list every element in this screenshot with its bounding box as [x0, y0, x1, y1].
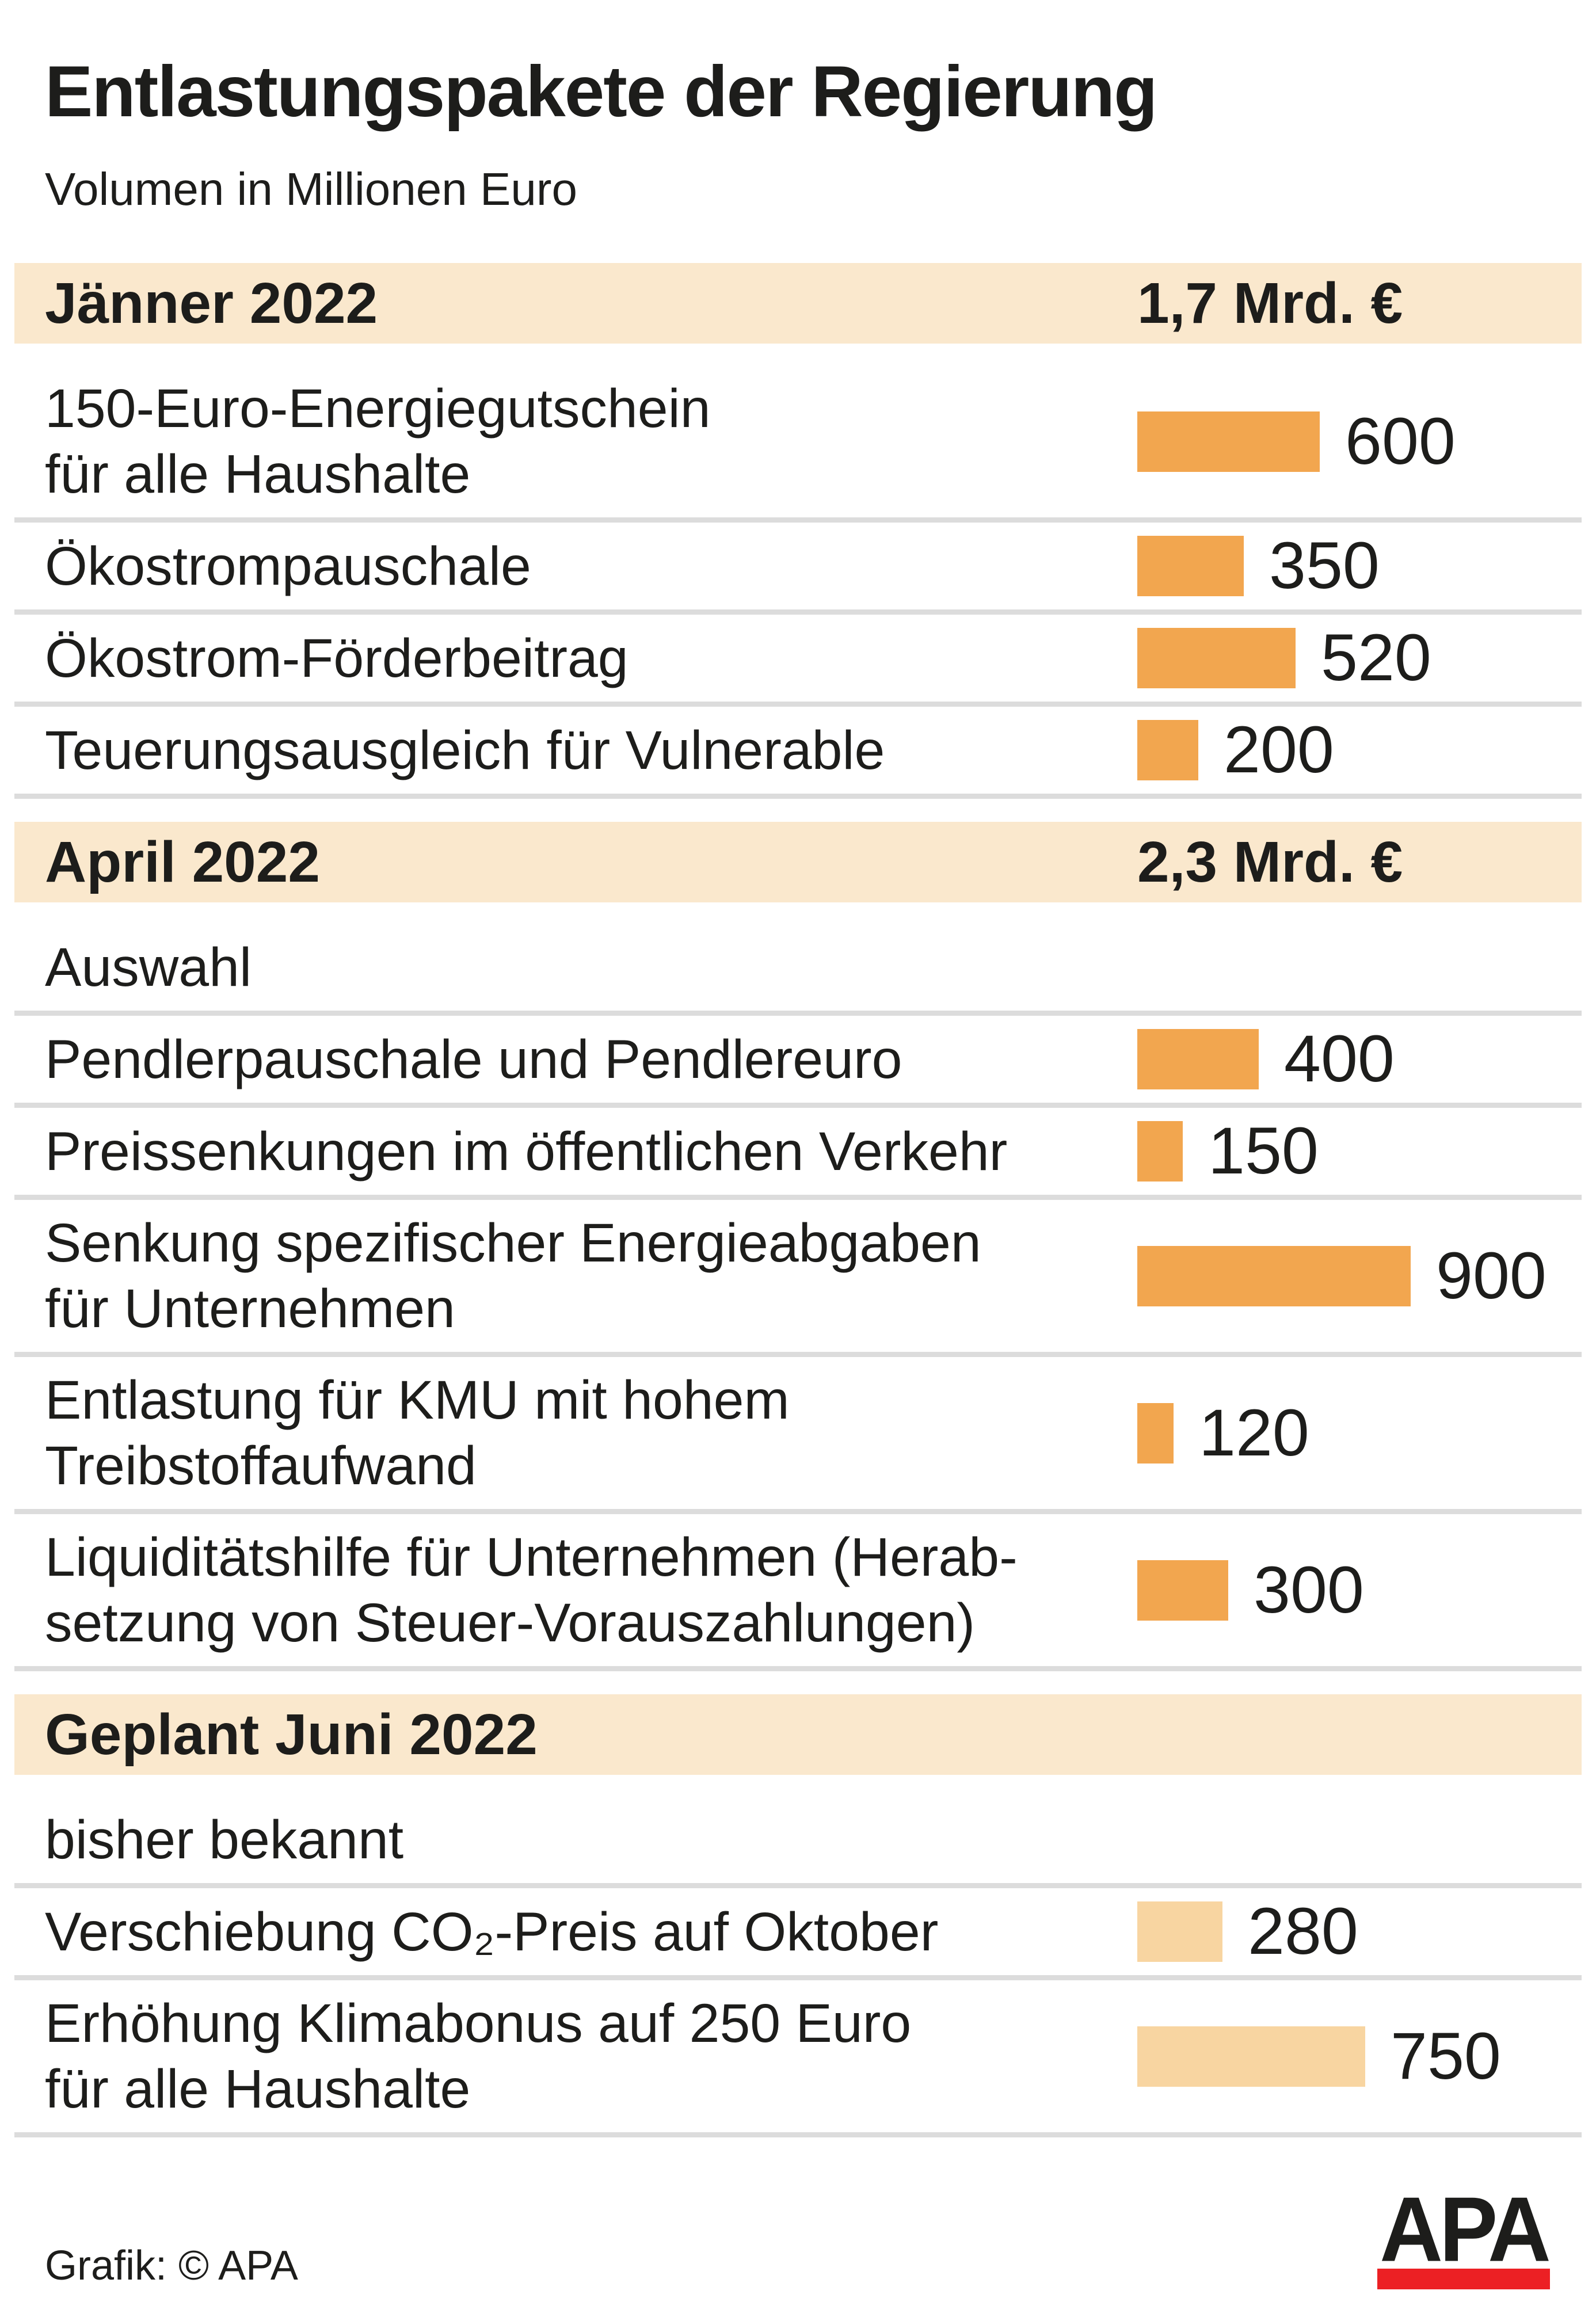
row-value: 350: [1269, 529, 1380, 603]
row-label: Ökostrom-Förderbeitrag: [45, 627, 629, 689]
row-value: 520: [1321, 621, 1431, 695]
row-label: Pendlerpauschale und Pendlereuro: [45, 1028, 902, 1090]
chart-section: April 2022 2,3 Mrd. € Auswahl Pendlerpau…: [14, 822, 1582, 1671]
bar-chart: Jänner 2022 1,7 Mrd. € 150-Euro-Energieg…: [14, 240, 1582, 2137]
row-label: Preissenkungen im öffentlichen Verkehr: [45, 1121, 1008, 1182]
row-label: bisher bekannt: [45, 1809, 404, 1870]
row-bar: [1137, 1901, 1222, 1962]
row-bar: [1137, 1402, 1174, 1464]
row-label: Ökostrompauschale: [45, 535, 531, 597]
row-label: Senkung spezifischer Energieabgaben für …: [45, 1213, 981, 1339]
row-bar-cell: 300: [1137, 1557, 1364, 1623]
row-bar: [1137, 720, 1198, 780]
row-bar: [1137, 2026, 1365, 2087]
row-value: 200: [1224, 713, 1334, 787]
section-header-band: Jänner 2022 1,7 Mrd. €: [14, 263, 1582, 344]
chart-row: Entlastung für KMU mit hohem Treibstoffa…: [14, 1357, 1582, 1514]
section-total: 1,7 Mrd. €: [1137, 270, 1403, 336]
row-label: Liquiditätshilfe für Unternehmen (Herab-…: [45, 1527, 1018, 1653]
row-value: 300: [1254, 1553, 1364, 1627]
row-bar-cell: 750: [1137, 2023, 1501, 2090]
chart-row: Liquiditätshilfe für Unternehmen (Herab-…: [14, 1514, 1582, 1671]
row-label: Verschiebung CO₂-Preis auf Oktober: [45, 1901, 939, 1962]
row-bar-cell: 900: [1137, 1243, 1547, 1309]
chart-row: Preissenkungen im öffentlichen Verkehr 1…: [14, 1108, 1582, 1200]
row-label: Entlastung für KMU mit hohem Treibstoffa…: [45, 1370, 790, 1496]
chart-row: Ökostrompauschale 350: [14, 523, 1582, 615]
section-title: Geplant Juni 2022: [45, 1702, 538, 1767]
chart-section: Jänner 2022 1,7 Mrd. € 150-Euro-Energieg…: [14, 263, 1582, 799]
row-bar-cell: 200: [1137, 717, 1334, 783]
row-label: Auswahl: [45, 937, 252, 998]
row-value: 600: [1345, 404, 1456, 478]
chart-row: Verschiebung CO₂-Preis auf Oktober 280: [14, 1888, 1582, 1980]
row-value: 400: [1284, 1022, 1395, 1096]
row-bar-cell: 350: [1137, 533, 1380, 599]
chart-row: Pendlerpauschale und Pendlereuro 400: [14, 1016, 1582, 1108]
row-bar-cell: 520: [1137, 625, 1431, 691]
row-label: Teuerungsausgleich für Vulnerable: [45, 719, 885, 781]
row-value: 280: [1248, 1895, 1358, 1968]
chart-section: Geplant Juni 2022 bisher bekannt Verschi…: [14, 1694, 1582, 2137]
chart-row: Erhöhung Klimabonus auf 250 Euro für all…: [14, 1980, 1582, 2137]
row-bar-cell: 150: [1137, 1118, 1319, 1184]
section-title: Jänner 2022: [45, 270, 378, 336]
row-bar: [1137, 628, 1296, 688]
apa-logo: APA: [1377, 2178, 1551, 2289]
row-bar: [1137, 1560, 1228, 1621]
section-total: 2,3 Mrd. €: [1137, 829, 1403, 894]
row-bar: [1137, 536, 1244, 596]
row-bar-cell: 600: [1137, 404, 1456, 478]
chart-row: Ökostrom-Förderbeitrag 520: [14, 615, 1582, 707]
section-rows: Auswahl Pendlerpauschale und Pendlereuro…: [14, 924, 1582, 1671]
section-title: April 2022: [45, 829, 321, 894]
apa-logo-red-bar: [1377, 2269, 1550, 2289]
chart-row: Auswahl: [14, 924, 1582, 1016]
row-label: 150-Euro-Energiegutschein für alle Haush…: [45, 378, 711, 505]
section-rows: bisher bekannt Verschiebung CO₂-Preis au…: [14, 1797, 1582, 2137]
chart-footer: Grafik: © APA APA: [14, 2161, 1582, 2289]
chart-row: bisher bekannt: [14, 1797, 1582, 1888]
chart-row: Senkung spezifischer Energieabgaben für …: [14, 1200, 1582, 1357]
page-title: Entlastungspakete der Regierung: [45, 52, 1157, 132]
row-bar: [1137, 1245, 1411, 1306]
row-bar: [1137, 1121, 1183, 1182]
page-subtitle: Volumen in Millionen Euro: [45, 163, 577, 215]
row-bar: [1137, 411, 1320, 472]
chart-row: 150-Euro-Energiegutschein für alle Haush…: [14, 365, 1582, 523]
row-value: 900: [1436, 1238, 1547, 1313]
row-bar: [1137, 1029, 1259, 1089]
row-bar-cell: 120: [1137, 1400, 1309, 1466]
chart-row: Teuerungsausgleich für Vulnerable 200: [14, 707, 1582, 799]
row-bar-cell: 400: [1137, 1026, 1395, 1092]
apa-logo-text: APA: [1380, 2178, 1551, 2281]
section-header-band: April 2022 2,3 Mrd. €: [14, 822, 1582, 902]
row-bar-cell: 280: [1137, 1899, 1358, 1965]
row-value: 750: [1391, 2019, 1501, 2093]
credit: Grafik: © APA: [45, 2243, 298, 2289]
row-value: 150: [1208, 1114, 1319, 1188]
chart-header: Entlastungspakete der Regierung Volumen …: [14, 51, 1582, 216]
section-header-band: Geplant Juni 2022: [14, 1694, 1582, 1775]
row-label: Erhöhung Klimabonus auf 250 Euro für all…: [45, 1993, 912, 2120]
section-rows: 150-Euro-Energiegutschein für alle Haush…: [14, 365, 1582, 799]
row-value: 120: [1199, 1396, 1309, 1470]
